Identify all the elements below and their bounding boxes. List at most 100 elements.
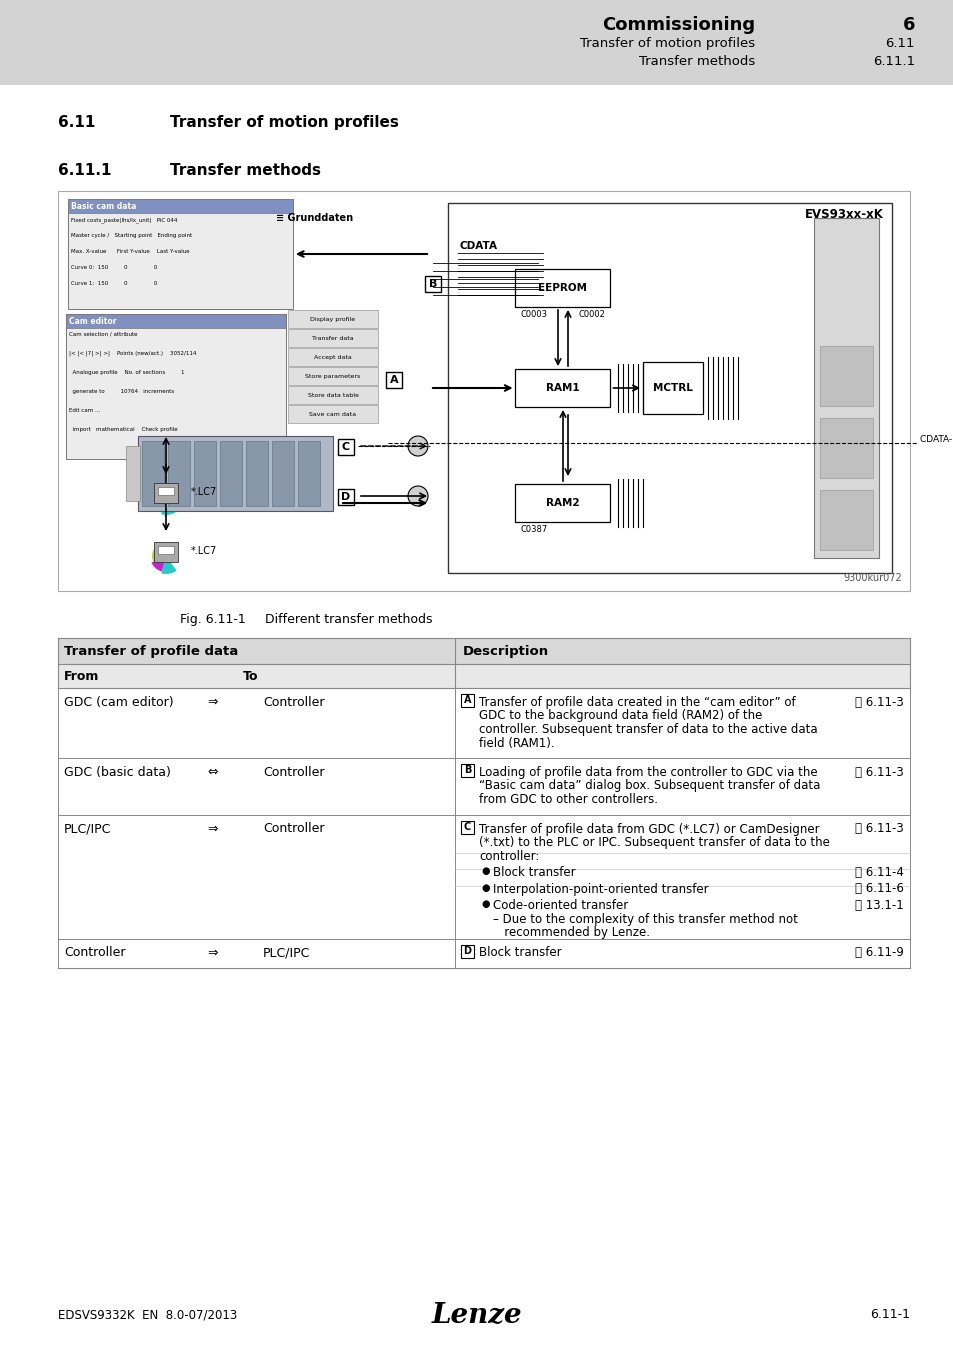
Text: controller:: controller: bbox=[478, 849, 538, 863]
Text: A: A bbox=[389, 375, 398, 385]
Text: C0002: C0002 bbox=[578, 310, 605, 319]
Text: Transfer methods: Transfer methods bbox=[639, 55, 754, 68]
Text: Commissioning: Commissioning bbox=[601, 16, 754, 34]
Text: Controller: Controller bbox=[64, 946, 126, 960]
Text: Transfer data: Transfer data bbox=[312, 336, 354, 342]
Bar bbox=[272, 441, 294, 506]
Wedge shape bbox=[152, 556, 166, 571]
Text: MCTRL: MCTRL bbox=[653, 383, 692, 393]
Bar bbox=[66, 315, 286, 459]
Text: Curve 1:  150         0               0: Curve 1: 150 0 0 bbox=[71, 281, 157, 286]
Text: Max. X-value      First Y-value    Last Y-value: Max. X-value First Y-value Last Y-value bbox=[71, 248, 190, 254]
Text: import   mathematical    Check profile: import mathematical Check profile bbox=[69, 427, 177, 432]
Text: Description: Description bbox=[462, 645, 549, 657]
Bar bbox=[820, 490, 872, 549]
Text: 6.11: 6.11 bbox=[884, 36, 914, 50]
Wedge shape bbox=[161, 497, 176, 514]
Text: RAM2: RAM2 bbox=[546, 498, 579, 508]
Wedge shape bbox=[164, 545, 172, 556]
Wedge shape bbox=[166, 491, 173, 497]
Bar bbox=[288, 310, 377, 328]
Wedge shape bbox=[152, 497, 166, 513]
Text: Block transfer: Block transfer bbox=[478, 946, 561, 960]
Text: Analogue profile    No. of sections         1: Analogue profile No. of sections 1 bbox=[69, 370, 184, 375]
Bar bbox=[142, 441, 164, 506]
Text: 6.11.1: 6.11.1 bbox=[872, 55, 914, 68]
Text: Fixed costs_paste(lhs/lx_unit)   PiC 044: Fixed costs_paste(lhs/lx_unit) PiC 044 bbox=[71, 217, 177, 223]
Text: *.LC7: *.LC7 bbox=[191, 487, 217, 497]
Bar bbox=[820, 418, 872, 478]
Bar bbox=[58, 639, 909, 664]
Text: D: D bbox=[341, 491, 351, 502]
Bar bbox=[58, 814, 909, 938]
Text: GDC (basic data): GDC (basic data) bbox=[64, 765, 171, 779]
Bar bbox=[220, 441, 242, 506]
Text: EDSVS9332K  EN  8.0-07/2013: EDSVS9332K EN 8.0-07/2013 bbox=[58, 1308, 237, 1322]
Wedge shape bbox=[155, 485, 166, 497]
Text: ⇒: ⇒ bbox=[208, 822, 218, 836]
Text: Controller: Controller bbox=[263, 822, 324, 836]
Text: PLC/IPC: PLC/IPC bbox=[263, 946, 310, 960]
Bar bbox=[515, 485, 610, 522]
Bar bbox=[158, 487, 173, 495]
Circle shape bbox=[408, 486, 428, 506]
Text: recommended by Lenze.: recommended by Lenze. bbox=[493, 926, 649, 940]
Text: Fig. 6.11-1: Fig. 6.11-1 bbox=[180, 613, 246, 626]
Text: C0003: C0003 bbox=[520, 310, 547, 319]
Text: From: From bbox=[64, 670, 99, 683]
Text: GDC to the background data field (RAM2) of the: GDC to the background data field (RAM2) … bbox=[478, 710, 761, 722]
Bar bbox=[126, 446, 140, 501]
Bar bbox=[168, 441, 190, 506]
Text: EVS93xx-xK: EVS93xx-xK bbox=[804, 208, 883, 221]
Bar bbox=[288, 386, 377, 404]
Text: Different transfer methods: Different transfer methods bbox=[265, 613, 432, 626]
Text: B: B bbox=[428, 279, 436, 289]
Text: |< |< |7| >| >|    Points (new/act.)    3052/114: |< |< |7| >| >| Points (new/act.) 3052/1… bbox=[69, 351, 196, 356]
Bar bbox=[58, 688, 909, 757]
Text: ≡ Grunddaten: ≡ Grunddaten bbox=[275, 213, 353, 223]
Text: *.LC7: *.LC7 bbox=[191, 545, 217, 556]
Text: Transfer of motion profiles: Transfer of motion profiles bbox=[170, 115, 398, 130]
Bar bbox=[460, 764, 474, 778]
Text: 6: 6 bbox=[902, 16, 914, 34]
Bar bbox=[515, 369, 610, 406]
Bar bbox=[158, 545, 173, 554]
Text: ⌹ 6.11-6: ⌹ 6.11-6 bbox=[854, 883, 903, 895]
Text: Lenze: Lenze bbox=[432, 1301, 521, 1328]
Bar bbox=[460, 945, 474, 957]
Text: from GDC to other controllers.: from GDC to other controllers. bbox=[478, 792, 658, 806]
Bar bbox=[424, 275, 440, 292]
Wedge shape bbox=[166, 497, 186, 513]
Text: controller. Subsequent transfer of data to the active data: controller. Subsequent transfer of data … bbox=[478, 724, 817, 736]
Text: Accept data: Accept data bbox=[314, 355, 352, 360]
Bar bbox=[68, 198, 293, 309]
Bar bbox=[153, 483, 178, 504]
Bar bbox=[193, 441, 215, 506]
Text: ⇒: ⇒ bbox=[208, 946, 218, 960]
Circle shape bbox=[408, 436, 428, 456]
Bar bbox=[288, 329, 377, 347]
Wedge shape bbox=[155, 544, 166, 556]
Text: C: C bbox=[463, 822, 471, 832]
Bar bbox=[153, 541, 178, 562]
Bar bbox=[460, 821, 474, 833]
Bar bbox=[515, 269, 610, 306]
Text: “Basic cam data” dialog box. Subsequent transfer of data: “Basic cam data” dialog box. Subsequent … bbox=[478, 779, 820, 792]
Bar bbox=[297, 441, 319, 506]
Text: ⌹ 6.11-3: ⌹ 6.11-3 bbox=[854, 822, 903, 836]
Text: (*.txt) to the PLC or IPC. Subsequent transfer of data to the: (*.txt) to the PLC or IPC. Subsequent tr… bbox=[478, 836, 829, 849]
Text: GDC (cam editor): GDC (cam editor) bbox=[64, 697, 173, 709]
Text: To: To bbox=[243, 670, 258, 683]
Bar bbox=[58, 664, 909, 689]
Text: Transfer of motion profiles: Transfer of motion profiles bbox=[579, 36, 754, 50]
Text: Basic cam data: Basic cam data bbox=[71, 202, 136, 211]
Text: Controller: Controller bbox=[263, 697, 324, 709]
Bar bbox=[138, 436, 333, 512]
Text: ⇔: ⇔ bbox=[208, 765, 218, 779]
Text: ●: ● bbox=[480, 865, 489, 876]
Text: Transfer methods: Transfer methods bbox=[170, 163, 320, 178]
Text: ⌹ 6.11-3: ⌹ 6.11-3 bbox=[854, 697, 903, 709]
Wedge shape bbox=[152, 549, 166, 562]
Bar bbox=[337, 439, 354, 455]
Text: Edit cam ...: Edit cam ... bbox=[69, 408, 100, 413]
